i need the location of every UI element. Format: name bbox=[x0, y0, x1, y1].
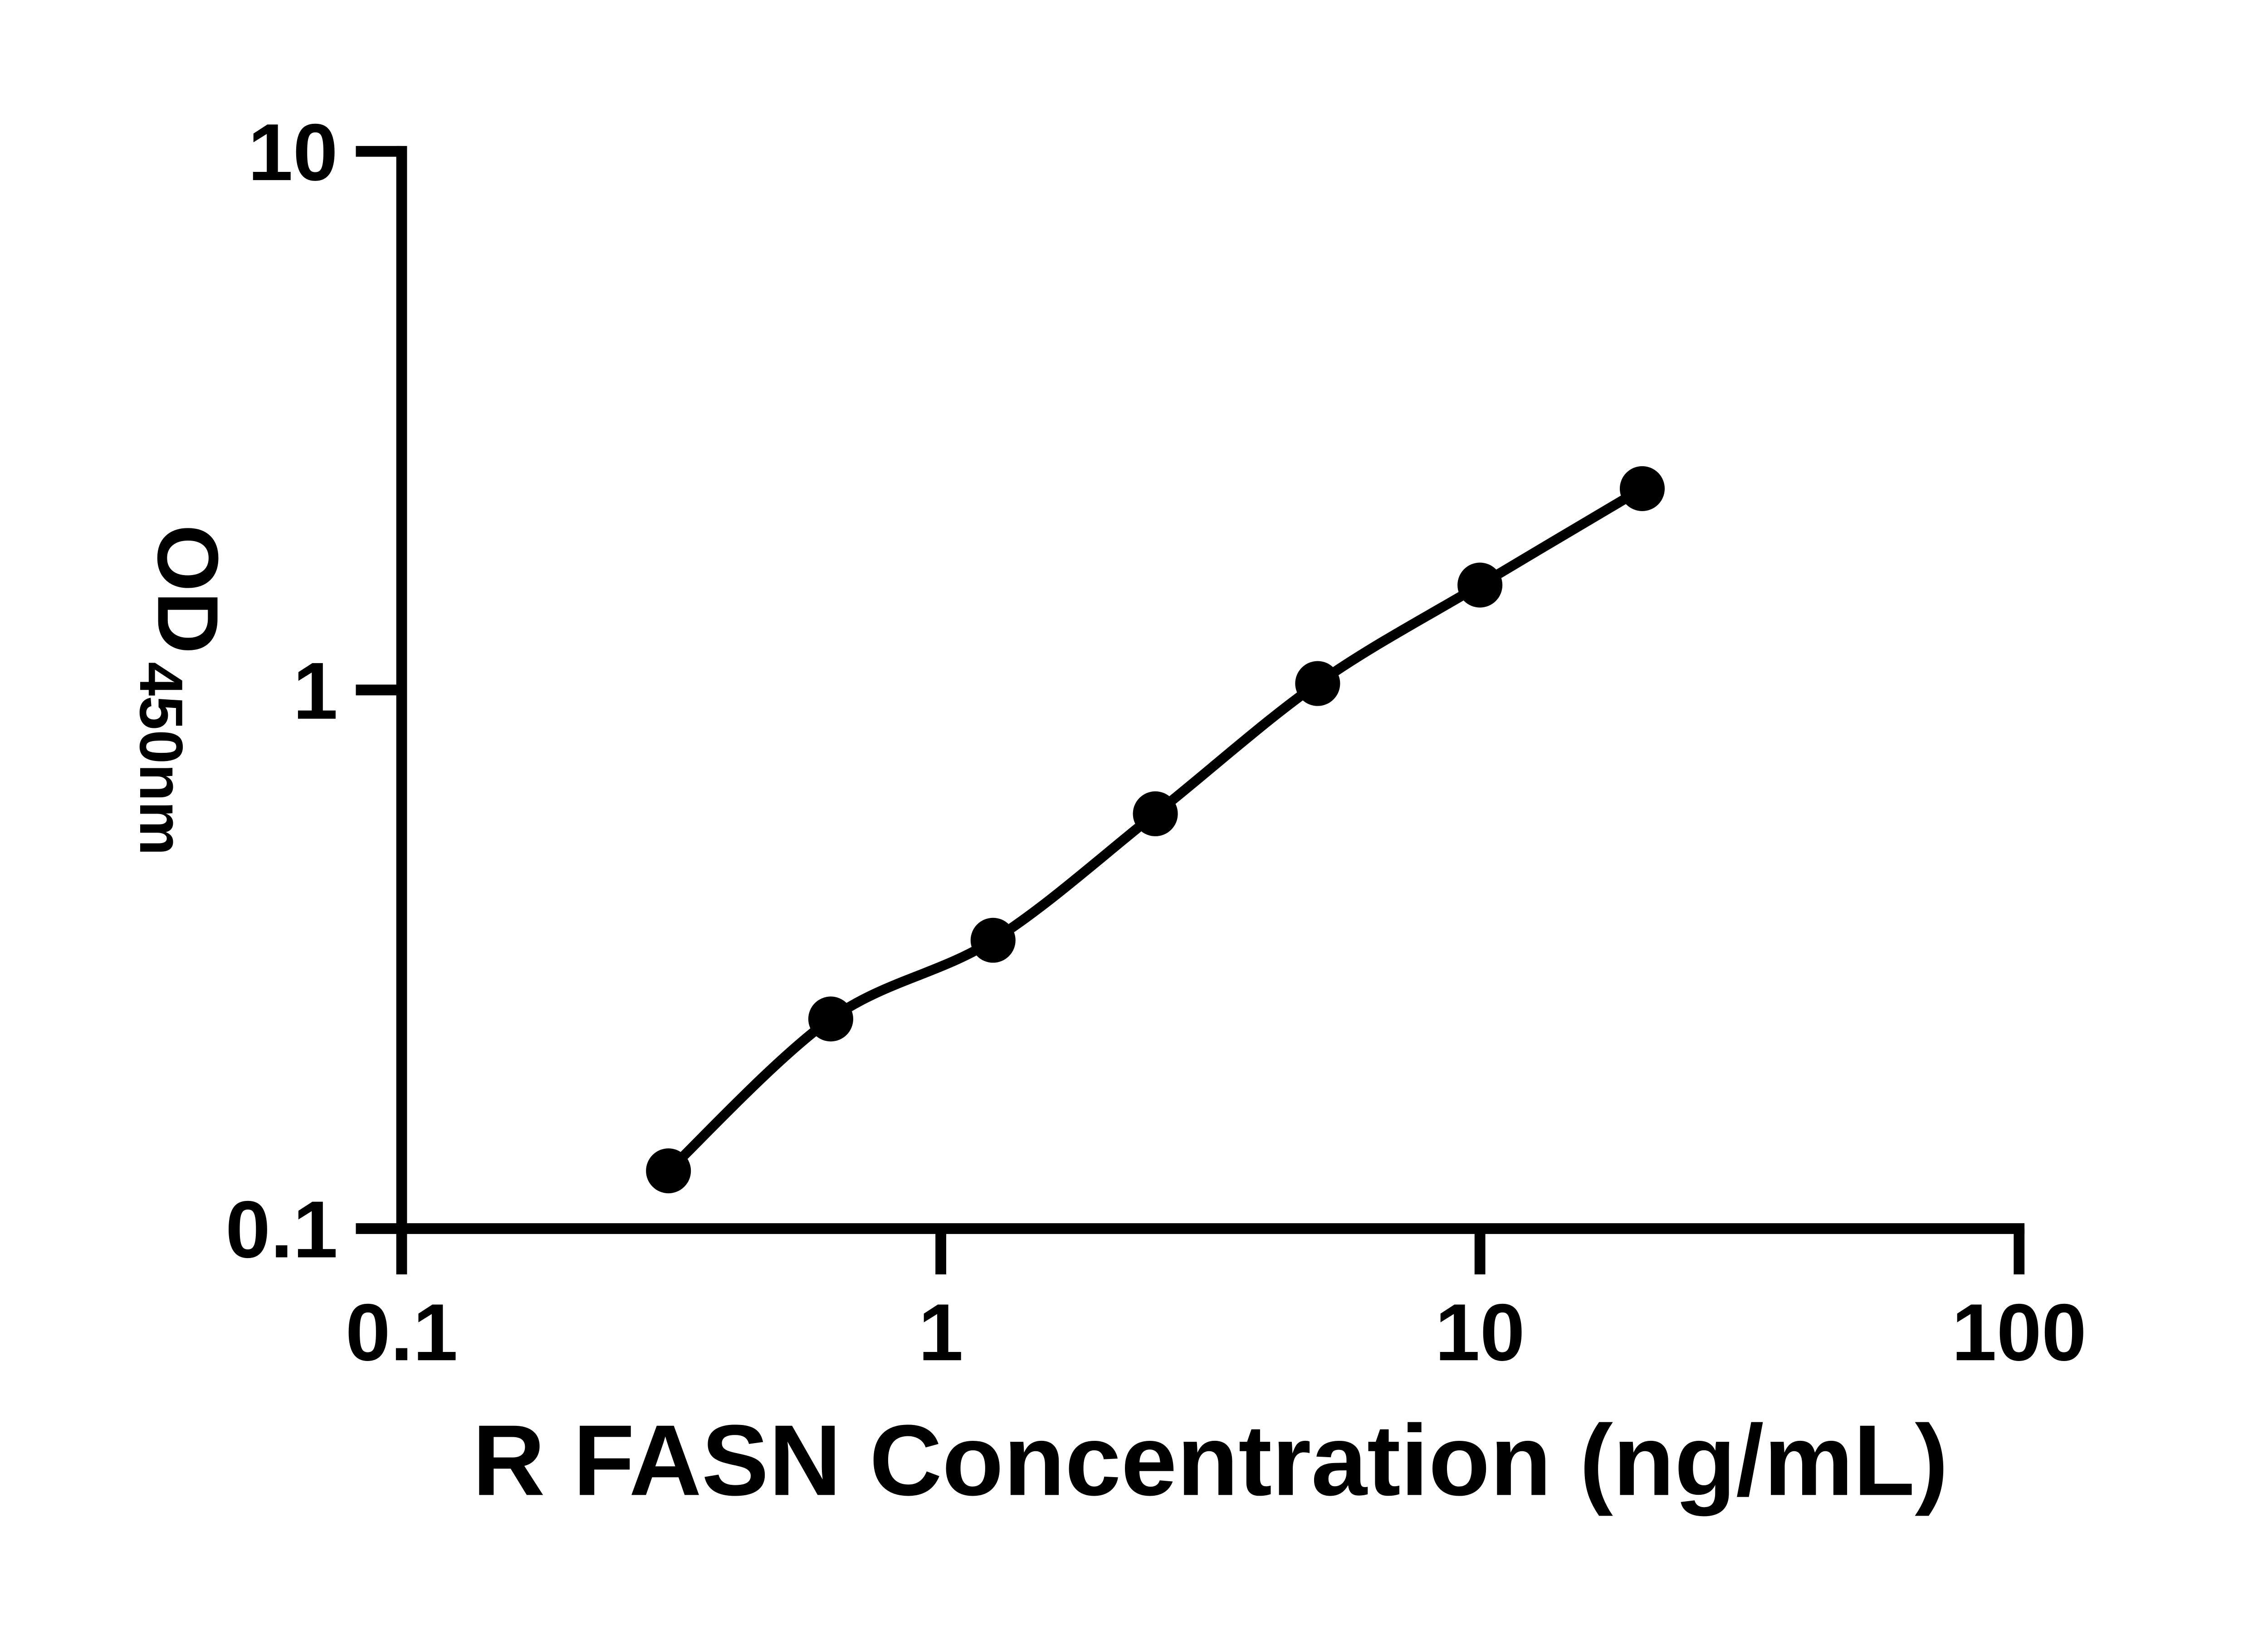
chart-generated-content: 0.1 1 10 100 10 1 0.1 bbox=[225, 107, 2087, 1377]
y-axis-title-sub: 450nm bbox=[127, 662, 196, 855]
x-tick-label: 100 bbox=[1952, 1287, 2087, 1377]
data-point bbox=[1133, 791, 1178, 836]
x-axis-title: R FASN Concentration (ng/mL) bbox=[472, 1404, 1948, 1517]
data-point bbox=[1295, 661, 1340, 706]
y-axis-title-main: OD bbox=[140, 525, 236, 654]
y-tick-label: 10 bbox=[248, 107, 338, 197]
data-point bbox=[1457, 562, 1503, 608]
y-axis-title: OD 450nm bbox=[127, 525, 236, 856]
data-point bbox=[970, 917, 1016, 963]
data-point bbox=[808, 996, 853, 1042]
y-tick-label: 1 bbox=[293, 646, 338, 736]
y-tick-label: 0.1 bbox=[225, 1184, 338, 1274]
data-point bbox=[1619, 466, 1665, 511]
data-point bbox=[646, 1148, 691, 1194]
x-tick-label: 1 bbox=[919, 1287, 963, 1377]
x-tick-label: 10 bbox=[1435, 1287, 1525, 1377]
x-tick-label: 0.1 bbox=[346, 1287, 458, 1377]
